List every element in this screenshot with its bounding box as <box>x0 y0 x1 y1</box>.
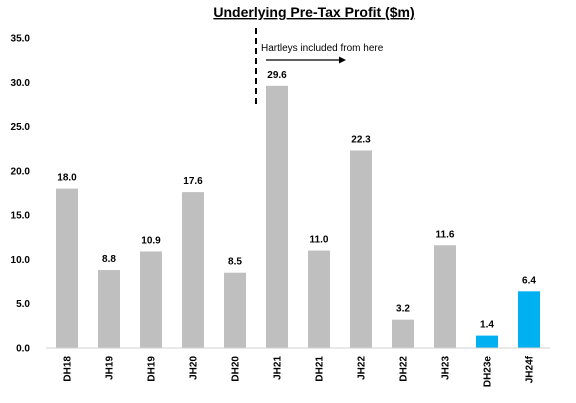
x-tick-label: DH18 <box>63 356 74 382</box>
y-tick-label: 15.0 <box>11 211 31 222</box>
data-label: 18.0 <box>57 173 77 184</box>
bar <box>518 291 540 348</box>
x-tick-label: JH22 <box>357 356 368 380</box>
data-label: 17.6 <box>183 176 203 187</box>
bar <box>182 192 204 348</box>
x-tick-label: DH21 <box>315 356 326 382</box>
bars: 18.0 8.8 10.9 17.6 8.5 29.6 11.0 22.3 3.2 11.6 1.4… <box>56 70 540 348</box>
data-label: 10.9 <box>141 235 161 246</box>
x-tick-label: DH23e <box>483 356 494 388</box>
y-tick-label: 20.0 <box>11 166 31 177</box>
x-tick-label: JH21 <box>273 356 284 380</box>
bar <box>308 250 330 348</box>
chart-title: Underlying Pre-Tax Profit ($m) <box>213 4 414 20</box>
data-label: 22.3 <box>351 134 371 145</box>
x-tick-label: JH20 <box>189 356 200 380</box>
y-tick-label: 10.0 <box>11 255 31 266</box>
arrowhead-icon <box>339 56 346 64</box>
bar <box>476 335 498 348</box>
x-tick-label: JH24f <box>525 355 536 383</box>
data-label: 29.6 <box>267 70 287 81</box>
x-tick-label: JH19 <box>105 356 116 380</box>
bar <box>224 272 246 348</box>
bar <box>98 270 120 348</box>
y-tick-label: 0.0 <box>16 344 30 355</box>
bar <box>140 251 162 348</box>
y-tick-label: 5.0 <box>16 299 30 310</box>
data-label: 8.8 <box>102 254 116 265</box>
x-tick-label: JH23 <box>441 356 452 380</box>
data-label: 11.0 <box>310 235 329 246</box>
data-label: 1.4 <box>480 320 494 331</box>
y-axis: 0.0 5.0 10.0 15.0 20.0 25.0 30.0 35.0 <box>11 34 31 355</box>
data-label: 3.2 <box>396 304 410 315</box>
x-tick-label: DH19 <box>147 356 158 382</box>
bar <box>56 188 78 348</box>
x-tick-label: DH20 <box>231 356 242 382</box>
bar <box>266 85 288 348</box>
bar <box>350 150 372 348</box>
data-label: 8.5 <box>228 257 242 268</box>
annotation-text: Hartleys included from here <box>261 43 384 54</box>
data-label: 6.4 <box>522 275 536 286</box>
x-tick-label: DH22 <box>399 356 410 382</box>
y-tick-label: 30.0 <box>11 78 31 89</box>
bar <box>434 245 456 348</box>
x-axis: DH18 JH19 DH19 JH20 DH20 JH21 DH21 JH22 DH22 JH23… <box>46 347 550 388</box>
data-label: 11.6 <box>436 229 455 240</box>
annotation: Hartleys included from here <box>255 28 384 104</box>
y-tick-label: 25.0 <box>11 122 31 133</box>
bar <box>392 319 414 348</box>
y-tick-label: 35.0 <box>11 34 31 45</box>
